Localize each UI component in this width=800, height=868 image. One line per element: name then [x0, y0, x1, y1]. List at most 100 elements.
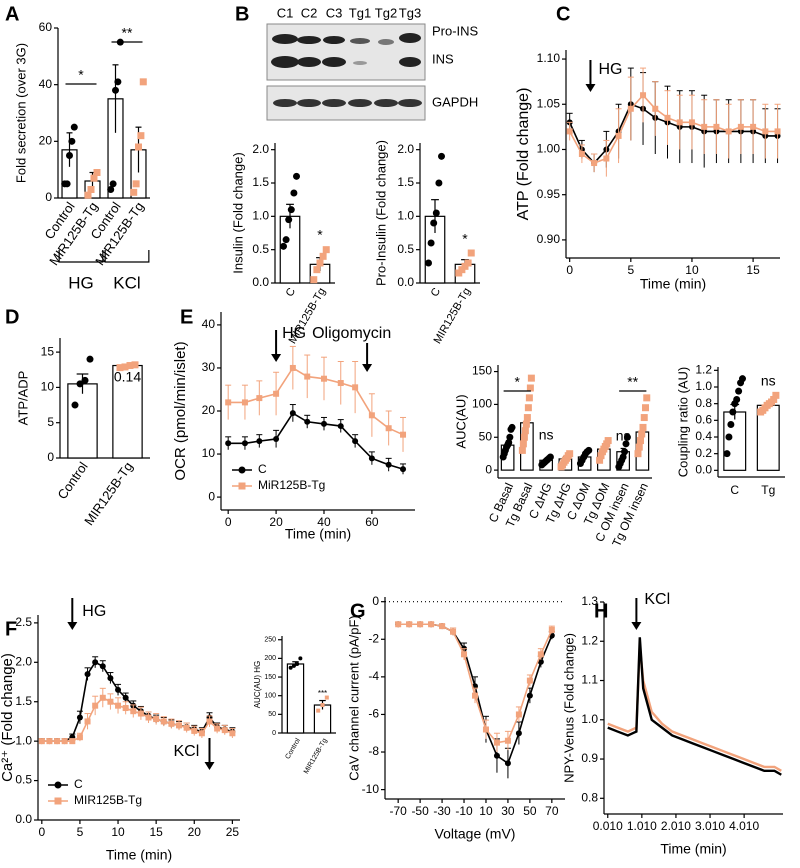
band-label: Pro-INS	[432, 23, 479, 38]
band-label: INS	[432, 51, 454, 66]
data-point	[522, 420, 530, 428]
data-point	[493, 739, 500, 746]
data-point	[304, 373, 311, 380]
y-tick-label: 200	[264, 655, 276, 662]
y-tick-label: 40	[39, 77, 53, 91]
legend-label: MIR125B-Tg	[74, 793, 142, 807]
data-point	[290, 189, 298, 197]
y-tick-label: 0.5	[252, 242, 269, 256]
x-axis-label: Voltage (mV)	[435, 826, 516, 842]
arrow-head	[204, 762, 215, 770]
data-point	[623, 433, 631, 441]
band	[378, 39, 394, 45]
y-axis-label: Pro-Insulin (Fold change)	[373, 140, 388, 286]
data-point	[526, 677, 533, 684]
x-tick-label: 10	[685, 263, 699, 277]
data-point	[566, 128, 573, 135]
data-point	[71, 401, 79, 409]
data-point	[417, 621, 424, 628]
data-point	[526, 692, 533, 699]
blot-bands	[271, 33, 421, 68]
y-tick-label: 1.05	[537, 96, 561, 110]
x-tick-label: 10	[111, 825, 125, 839]
data-point	[464, 259, 472, 267]
legend-marker	[238, 466, 246, 474]
x-tick-label: 0	[566, 263, 573, 277]
data-point	[68, 137, 76, 145]
y-tick-label: 2.0	[397, 142, 414, 156]
data-point	[229, 730, 236, 737]
data-point	[493, 752, 500, 759]
x-tick-label: 5	[77, 825, 84, 839]
data-point	[313, 266, 321, 274]
data-point	[591, 160, 598, 167]
annotation: **	[627, 374, 638, 390]
x-tick-label: -50	[411, 804, 429, 818]
y-tick-label: 0.0	[397, 275, 414, 289]
data-point	[84, 718, 91, 725]
data-point	[774, 128, 781, 135]
data-point	[137, 710, 144, 717]
data-point	[395, 621, 402, 628]
band	[323, 36, 345, 44]
y-tick-label: 250	[264, 637, 276, 644]
data-point	[524, 404, 532, 412]
data-point	[526, 384, 534, 392]
data-point	[256, 395, 263, 402]
data-point	[160, 718, 167, 725]
data-point	[621, 448, 629, 456]
data-point	[676, 119, 683, 126]
y-tick-label: 20	[202, 403, 216, 417]
data-point	[385, 461, 392, 468]
bar	[286, 663, 305, 734]
data-point	[430, 219, 438, 227]
y-tick-label: 0.90	[537, 232, 561, 246]
data-point	[352, 438, 359, 445]
panel-letter: C	[556, 3, 570, 25]
y-axis-label: Coupling ratio (AU)	[675, 367, 690, 478]
y-tick-label: 1.00	[537, 142, 561, 156]
data-point	[537, 651, 544, 658]
data-point	[438, 152, 445, 160]
legend-marker	[54, 781, 62, 789]
y-tick-label: 1.1	[581, 673, 598, 687]
panel-letter: D	[5, 306, 19, 328]
y-axis-label: Fold secretion (over 3G)	[13, 43, 28, 183]
x-axis-label: Time (min)	[285, 526, 351, 542]
y-tick-label: 150	[472, 364, 492, 378]
y-tick-label: 0.0	[695, 463, 712, 477]
data-point	[713, 123, 720, 130]
y-tick-label: -10	[362, 782, 380, 796]
data-point	[214, 725, 221, 732]
data-point	[287, 206, 295, 214]
y-tick-label: 0.2	[695, 446, 712, 460]
data-point	[324, 695, 329, 700]
arrow-head	[362, 364, 373, 372]
x-tick-label: 15	[746, 263, 760, 277]
y-tick-label: 1.0	[252, 209, 269, 223]
data-point	[183, 724, 190, 731]
x-tick-label: 4.010	[729, 819, 759, 833]
y-tick-label: 1.0	[581, 712, 598, 726]
data-point	[295, 661, 300, 666]
y-tick-label: 1.3	[581, 594, 598, 608]
band	[297, 99, 321, 107]
lane-label: Tg1	[349, 5, 371, 20]
data-point	[285, 216, 293, 224]
data-point	[634, 450, 642, 458]
x-tick-label: 2.010	[661, 819, 691, 833]
data-point	[93, 169, 101, 176]
data-point	[114, 78, 122, 86]
data-point	[115, 702, 122, 709]
lane-label: Tg3	[399, 5, 421, 20]
data-point	[81, 376, 89, 384]
y-tick-label: 10	[41, 380, 55, 394]
data-point	[368, 412, 375, 419]
data-point	[515, 730, 522, 737]
y-tick-label: 0.8	[695, 396, 712, 410]
y-tick-label: 1.0	[15, 733, 32, 747]
y-tick-label: -8	[368, 744, 379, 758]
data-point	[70, 123, 78, 131]
data-point	[504, 737, 511, 744]
data-point	[639, 423, 647, 431]
